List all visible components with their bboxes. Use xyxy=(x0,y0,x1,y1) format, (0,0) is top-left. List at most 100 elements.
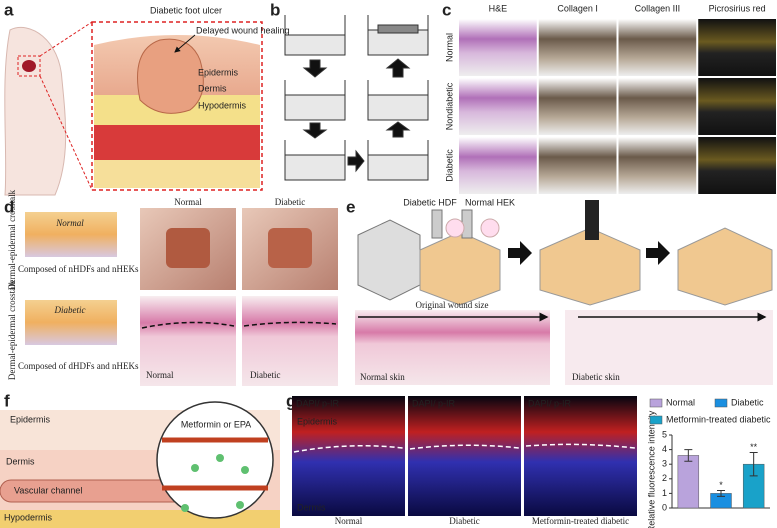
caption: Composed of dHDFs and nHEKs xyxy=(18,361,139,371)
panel-label: f xyxy=(4,391,10,410)
construct xyxy=(166,228,210,268)
histology xyxy=(242,296,338,386)
micrograph xyxy=(538,137,617,194)
title: Diabetic foot ulcer xyxy=(150,5,222,15)
histology xyxy=(140,296,236,386)
fluorescence-image xyxy=(524,396,637,516)
y-tick-label: 4 xyxy=(662,444,667,454)
drug xyxy=(216,454,224,462)
legend-swatch xyxy=(714,398,728,408)
stain-label: DAPI xyxy=(412,398,433,408)
arrow xyxy=(302,59,328,78)
layer-label: Hypodermis xyxy=(198,100,247,110)
stain-label: / p-IR xyxy=(433,398,456,408)
fluorescence-image xyxy=(408,396,521,516)
model-name: Normal xyxy=(55,218,84,228)
y-tick-label: 0 xyxy=(662,502,667,512)
well xyxy=(367,15,429,56)
panel-e: e Diabetic HDF Normal HEK Original wound… xyxy=(346,197,773,385)
legend-label: Diabetic xyxy=(731,397,764,407)
micrograph xyxy=(459,78,537,135)
photo-label: Diabetic xyxy=(275,197,306,207)
column-label: Collagen III xyxy=(635,3,681,13)
junction-line xyxy=(141,321,337,329)
legend-swatch xyxy=(649,415,663,425)
junction-line xyxy=(525,443,636,449)
ink-label: Diabetic HDF xyxy=(403,197,457,207)
cells xyxy=(480,218,500,238)
row-label: Diabetic xyxy=(444,149,454,182)
construct xyxy=(677,227,773,306)
layer-label: Dermis xyxy=(297,502,326,512)
panel-a: a Diabetic foot ulcer Delayed wound heal… xyxy=(4,0,290,196)
y-tick-label: 3 xyxy=(662,459,667,469)
construct xyxy=(419,231,501,306)
drug xyxy=(236,501,244,509)
histology-label: Normal xyxy=(146,370,174,380)
micrograph xyxy=(698,137,776,194)
junction-line xyxy=(293,445,404,453)
row-label: Normal xyxy=(444,33,454,62)
caption: Composed of nHDFs and nHEKs xyxy=(18,264,139,274)
well xyxy=(367,80,429,121)
legend-label: Normal xyxy=(666,397,695,407)
legend-label: Metformin-treated diabetic xyxy=(666,414,771,424)
wound xyxy=(137,38,204,114)
arrow xyxy=(385,121,411,138)
photo-label: Normal xyxy=(174,197,202,207)
panel-label: a xyxy=(4,0,14,19)
y-axis-label: Relative fluorescence intensity xyxy=(646,410,656,528)
panel-label: e xyxy=(346,197,355,216)
panel-d: d Normal Dermal-epidermal crosstalk Comp… xyxy=(4,189,338,386)
arrow xyxy=(646,241,670,265)
ulcer xyxy=(22,60,36,72)
ink-label: Normal HEK xyxy=(465,197,515,207)
axis-label: Dermal-epidermal crosstalk xyxy=(7,279,17,380)
column-label: H&E xyxy=(489,3,508,13)
row-label: Nondiabetic xyxy=(444,82,454,130)
micrograph xyxy=(618,19,697,76)
muscle xyxy=(94,125,260,160)
channel-label: Vascular channel xyxy=(14,485,82,495)
arrow xyxy=(385,58,411,78)
model-diabetic xyxy=(25,300,117,345)
y-tick-label: 5 xyxy=(662,429,667,439)
panel-label: d xyxy=(4,197,14,216)
micrograph xyxy=(618,78,697,135)
error-bar xyxy=(684,449,693,462)
histology-label: Diabetic xyxy=(250,370,281,380)
nozzle xyxy=(431,209,443,239)
wound-label: Original wound size xyxy=(416,300,489,310)
construct xyxy=(268,228,312,268)
layer-label: Epidermis xyxy=(297,416,338,426)
hypodermis xyxy=(94,160,260,188)
arrow xyxy=(174,34,196,53)
panel-label: b xyxy=(270,0,280,19)
drug-label: Metformin or EPA xyxy=(181,419,251,429)
histology xyxy=(565,310,773,385)
stain-label: DAPI xyxy=(296,398,317,408)
image-label: Diabetic xyxy=(449,516,480,526)
arrow xyxy=(347,149,365,173)
layer-label: Hypodermis xyxy=(4,512,53,522)
fluorescence-image xyxy=(292,396,405,516)
scaffold xyxy=(357,219,421,301)
micrograph xyxy=(698,19,776,76)
arrow xyxy=(302,122,328,139)
channel-wall xyxy=(162,437,268,491)
stain-label: DAPI xyxy=(528,398,549,408)
bar xyxy=(677,455,700,509)
well xyxy=(284,80,346,121)
image-label: Metformin-treated diabetic xyxy=(532,516,629,526)
error-bar xyxy=(717,489,725,497)
panel-b: b xyxy=(270,0,429,181)
micrograph xyxy=(538,19,617,76)
stain-label: / p-IR xyxy=(549,398,572,408)
micrograph xyxy=(459,137,537,194)
drug xyxy=(181,504,189,512)
panel-c: c H&E Collagen I Collagen III Picrosirius r… xyxy=(442,0,776,194)
layer-label: Dermis xyxy=(6,456,35,466)
column-label: Picrosirius red xyxy=(709,3,766,13)
